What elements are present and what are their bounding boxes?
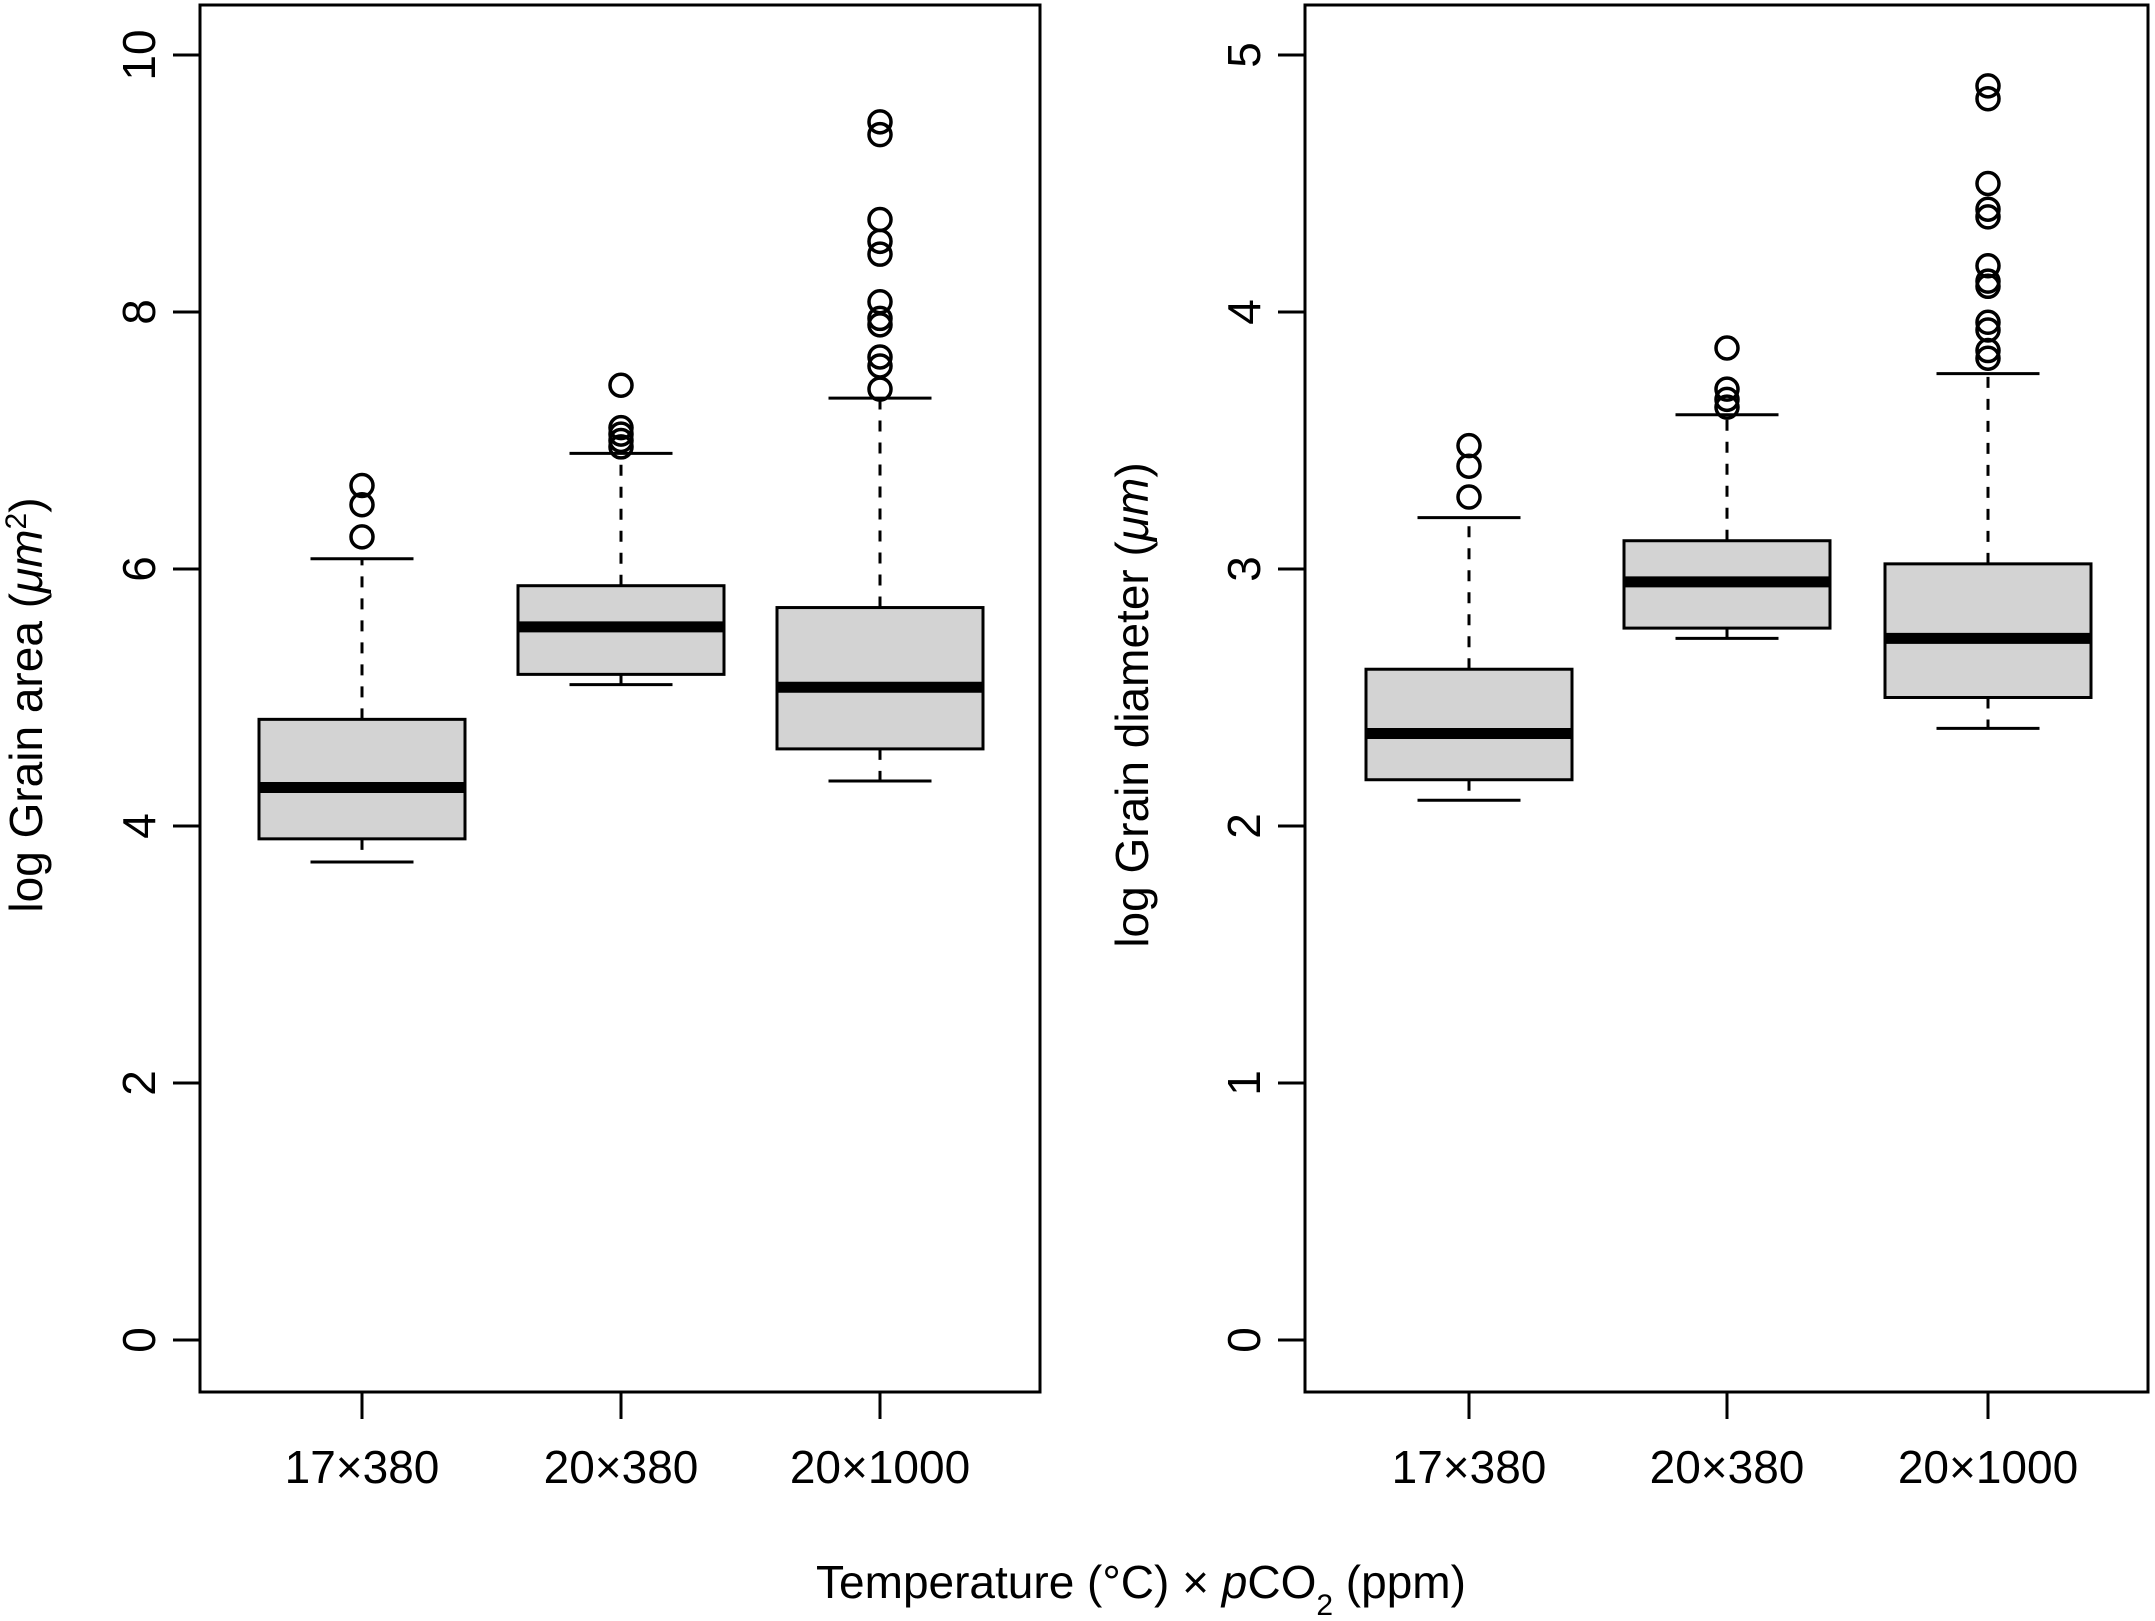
outlier-point (1975, 317, 2001, 343)
outlier-point (867, 121, 893, 148)
box-group (1622, 335, 1832, 640)
x-tick-label: 20×1000 (790, 1441, 970, 1493)
outlier-point (867, 344, 893, 370)
outlier-point (1456, 484, 1482, 510)
subscript-2: 2 (1316, 1589, 1333, 1621)
outlier-point (1975, 73, 2001, 99)
y-tick-label: 10 (113, 29, 165, 80)
x-tick-label: 20×1000 (1898, 1441, 2078, 1493)
outlier-point (867, 206, 893, 233)
outlier-point (867, 353, 893, 379)
outlier-point (1975, 268, 2001, 294)
y-tick-label: 3 (1218, 556, 1270, 582)
y-axis-title-right: log Grain diameter (μm) (1106, 462, 1158, 947)
outlier-point (867, 241, 893, 267)
outlier-point (1714, 394, 1740, 420)
outlier-point (608, 414, 634, 441)
y-tick-label: 0 (1218, 1327, 1270, 1353)
y-tick-label: 1 (1218, 1070, 1270, 1096)
box-group (257, 472, 467, 864)
outlier-point (1714, 335, 1740, 361)
y-tick-label: 2 (113, 1070, 165, 1096)
outlier-point (1975, 345, 2001, 372)
iqr-box (257, 717, 467, 841)
y-tick-label: 4 (1218, 299, 1270, 325)
box-group (1883, 73, 2093, 730)
box-group (775, 109, 985, 783)
right-panel-grain-diameter: 0 1 2 3 4 5 17×380 20×380 20×1000 (1218, 3, 2150, 1493)
outlier-point (1975, 204, 2001, 230)
outlier-point (349, 492, 375, 518)
outlier-point (1975, 196, 2001, 222)
outlier-point (1714, 376, 1740, 402)
outlier-point (1456, 453, 1482, 479)
y-tick-label: 8 (113, 299, 165, 325)
superscript-2: 2 (0, 513, 33, 530)
x-tick-label: 17×380 (285, 1441, 440, 1493)
outlier-point (349, 472, 375, 499)
outlier-point (1456, 432, 1482, 459)
outlier-point (1975, 309, 2001, 336)
iqr-box (775, 606, 985, 751)
y-tick-label: 4 (113, 813, 165, 839)
outlier-point (1975, 252, 2001, 279)
x-tick-label: 17×380 (1392, 1441, 1547, 1493)
y-tick-label: 6 (113, 556, 165, 582)
x-axis-title: Temperature (°C) × pCO2 (ppm) (816, 1556, 1466, 1621)
outlier-point (867, 305, 893, 332)
outlier-point (867, 109, 893, 135)
box-group (516, 372, 726, 687)
y-tick-label: 0 (113, 1327, 165, 1353)
x-tick-label: 20×380 (544, 1441, 699, 1493)
y-tick-label: 5 (1218, 42, 1270, 68)
iqr-box (1364, 667, 1574, 782)
outlier-point (608, 372, 634, 398)
outlier-point (867, 228, 893, 255)
outlier-point (1975, 170, 2001, 197)
outlier-point (349, 524, 375, 550)
left-panel-grain-area: 0 2 4 6 8 10 17×380 20×380 20×1000 (113, 3, 1042, 1493)
outlier-point (1714, 386, 1740, 413)
iqr-box (1883, 562, 2093, 699)
box-group (1364, 432, 1574, 802)
y-axis-title-left: log Grain area (μm2) (0, 497, 52, 912)
outlier-point (867, 288, 893, 315)
outlier-point (1975, 85, 2001, 112)
x-tick-label: 20×380 (1650, 1441, 1805, 1493)
y-tick-label: 2 (1218, 813, 1270, 839)
